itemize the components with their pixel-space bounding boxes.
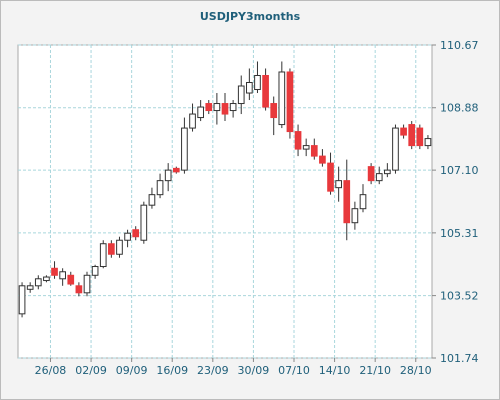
candle-body bbox=[164, 169, 172, 182]
candle-body bbox=[59, 271, 66, 280]
candle-body bbox=[91, 266, 99, 276]
candle-body bbox=[270, 103, 278, 119]
candle-body bbox=[310, 145, 318, 157]
plot-area bbox=[17, 44, 433, 359]
candle-body bbox=[229, 103, 237, 112]
candle-body bbox=[108, 243, 115, 255]
candle-body bbox=[246, 82, 253, 94]
candle-body bbox=[221, 103, 229, 115]
candle-body bbox=[392, 127, 399, 171]
candle-body bbox=[34, 278, 42, 287]
y-tick-label: 103.52 bbox=[440, 290, 479, 303]
candle-body bbox=[319, 155, 326, 164]
x-tick-label: 30/09 bbox=[238, 364, 270, 377]
candle-body bbox=[83, 274, 91, 294]
candle-body bbox=[416, 127, 424, 147]
y-tick-label: 105.31 bbox=[440, 227, 479, 240]
y-tick-label: 110.67 bbox=[440, 39, 479, 52]
candle-body bbox=[384, 169, 391, 175]
candle-body bbox=[335, 180, 342, 189]
candle-body bbox=[116, 239, 123, 255]
candle-body bbox=[400, 127, 407, 136]
candle-body bbox=[375, 173, 383, 182]
candle-body bbox=[408, 124, 416, 147]
x-tick-label: 26/08 bbox=[35, 364, 67, 377]
candle-body bbox=[132, 229, 140, 238]
candle-body bbox=[43, 276, 50, 282]
candle-body bbox=[278, 71, 286, 126]
x-tick-label: 09/09 bbox=[116, 364, 148, 377]
candle-body bbox=[294, 131, 302, 150]
candle-body bbox=[18, 285, 26, 315]
x-tick-label: 02/09 bbox=[75, 364, 107, 377]
y-tick-label: 108.88 bbox=[440, 102, 479, 115]
candle-body bbox=[254, 74, 261, 91]
x-tick-label: 07/10 bbox=[278, 364, 310, 377]
y-tick-label: 107.10 bbox=[440, 164, 479, 177]
candle-body bbox=[140, 204, 148, 241]
x-tick-label: 21/10 bbox=[359, 364, 391, 377]
candle-body bbox=[343, 180, 351, 224]
candle-body bbox=[172, 167, 180, 173]
candle-body bbox=[148, 194, 156, 206]
candle-body bbox=[181, 127, 188, 171]
candle-body bbox=[262, 74, 269, 108]
candle-body bbox=[367, 166, 375, 182]
candle-body bbox=[26, 285, 34, 290]
x-tick-label: 23/09 bbox=[197, 364, 229, 377]
candle-body bbox=[327, 162, 334, 192]
candle-body bbox=[351, 208, 359, 224]
candle-body bbox=[359, 194, 367, 210]
candle-body bbox=[213, 103, 221, 112]
chart-title: USDJPY3months bbox=[200, 10, 301, 23]
candle-body bbox=[424, 138, 432, 147]
candle-body bbox=[156, 180, 164, 196]
candle-body bbox=[67, 274, 75, 285]
candle-body bbox=[124, 232, 131, 241]
candle-body bbox=[237, 85, 245, 105]
candle-body bbox=[197, 106, 204, 119]
x-tick-label: 14/10 bbox=[319, 364, 351, 377]
x-tick-label: 16/09 bbox=[156, 364, 188, 377]
y-tick-label: 101.74 bbox=[440, 352, 479, 365]
candle-body bbox=[302, 145, 310, 150]
candle-body bbox=[51, 267, 58, 276]
candle-body bbox=[286, 71, 294, 133]
candle-body bbox=[99, 243, 107, 268]
candle-body bbox=[205, 103, 213, 112]
x-tick-label: 28/10 bbox=[400, 364, 432, 377]
candle-body bbox=[189, 113, 196, 129]
candle-body bbox=[75, 285, 83, 294]
